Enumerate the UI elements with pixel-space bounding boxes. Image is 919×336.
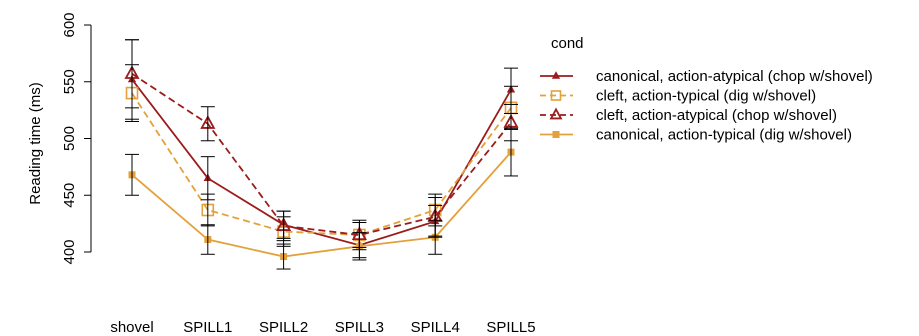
series: [125, 86, 518, 242]
x-tick-label: SPILL1: [183, 319, 232, 336]
x-tick-label: SPILL5: [486, 319, 535, 336]
legend-item: cleft, action-typical (dig w/shovel): [540, 88, 816, 105]
x-tick-label: SPILL3: [335, 319, 384, 336]
legend-label: cleft, action-typical (dig w/shovel): [596, 88, 816, 105]
error-bars: [125, 127, 518, 270]
series-line: [131, 78, 512, 247]
y-tick-label: 550: [61, 69, 78, 94]
y-tick-label: 600: [61, 12, 78, 37]
legend-item: canonical, action-typical (dig w/shovel): [540, 127, 852, 144]
legend-title: cond: [551, 35, 584, 52]
x-tick-label: shovel: [110, 319, 153, 336]
legend-label: canonical, action-typical (dig w/shovel): [596, 127, 852, 144]
y-tick-label: 500: [61, 126, 78, 151]
series: [124, 65, 519, 241]
y-tick-label: 450: [61, 183, 78, 208]
legend-item: canonical, action-atypical (chop w/shove…: [540, 68, 873, 85]
legend: cond canonical, action-atypical (chop w/s…: [540, 35, 873, 144]
legend-item: cleft, action-atypical (chop w/shovel): [540, 107, 837, 124]
series-line: [131, 92, 512, 236]
legend-label: cleft, action-atypical (chop w/shovel): [596, 107, 837, 124]
legend-label: canonical, action-atypical (chop w/shove…: [596, 68, 873, 85]
legend-marker: [551, 71, 561, 79]
series-layer: [124, 39, 519, 270]
series: [128, 148, 515, 261]
y-axis-label: Reading time (ms): [27, 82, 44, 205]
legend-marker: [549, 107, 563, 120]
legend-marker: [550, 90, 562, 101]
series-line: [131, 151, 512, 258]
x-tick-label: SPILL4: [411, 319, 460, 336]
error-bars: [125, 39, 518, 259]
series-line: [131, 73, 512, 236]
axes: 400 450 500 550 600 Reading time (ms) shovel SP…: [27, 12, 536, 336]
legend-marker: [552, 131, 560, 138]
x-tick-label: SPILL2: [259, 319, 308, 336]
y-tick-label: 400: [61, 239, 78, 264]
